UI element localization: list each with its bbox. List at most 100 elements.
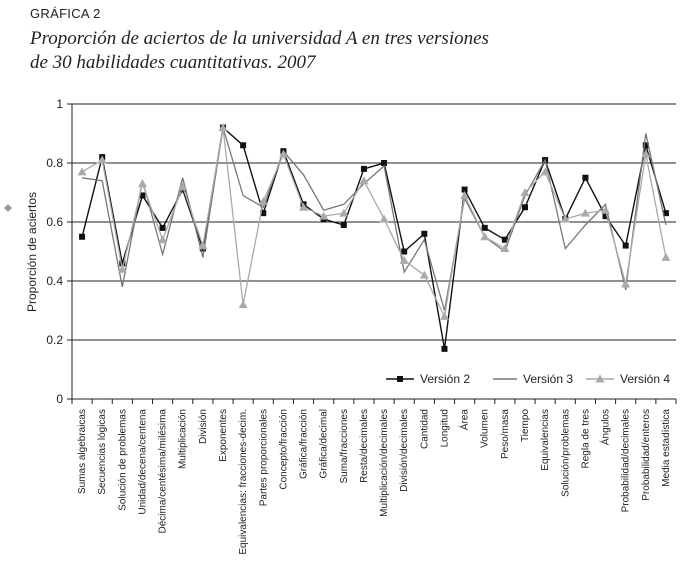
category-label: Gráfica/fracción xyxy=(299,409,310,479)
data-point xyxy=(621,279,631,288)
category-label: Equivalencias: fracciones-decim. xyxy=(238,409,249,555)
data-point xyxy=(119,260,126,267)
data-point xyxy=(278,149,288,158)
data-point xyxy=(360,165,367,172)
data-point xyxy=(419,270,429,279)
data-point xyxy=(460,190,470,199)
data-point xyxy=(340,221,347,228)
category-label: División/decimales xyxy=(399,409,410,492)
data-point xyxy=(359,176,369,185)
axes: 0 0.2 0.4 0.6 0.8 1 xyxy=(46,97,677,406)
legend-square-marker xyxy=(397,376,403,382)
data-point xyxy=(198,241,208,250)
category-label: Ángulos xyxy=(599,409,612,445)
data-point xyxy=(240,142,247,149)
data-point xyxy=(117,264,127,273)
series-line xyxy=(81,127,667,319)
category-label: División xyxy=(198,409,209,444)
category-label: Probabilidad/decimales xyxy=(621,409,632,512)
chart-title-line-2: de 30 habilidades cuantitativas. 2007 xyxy=(30,52,316,73)
category-label: Exponentes xyxy=(218,409,229,462)
data-point xyxy=(379,214,389,223)
series-group xyxy=(77,123,671,352)
data-point xyxy=(641,149,651,158)
data-point xyxy=(520,188,530,196)
data-point xyxy=(421,230,428,237)
y-tick-label: 0 xyxy=(56,392,63,406)
category-label: Cantidad xyxy=(419,409,430,449)
diamond-marker-icon xyxy=(4,204,12,212)
category-label: Secuencias lógicas xyxy=(97,409,108,495)
data-point xyxy=(661,252,671,261)
data-point xyxy=(540,167,550,176)
category-label: Tiempo xyxy=(520,409,531,442)
data-point xyxy=(662,210,669,217)
data-point xyxy=(178,182,188,191)
category-label: Suma/fracciones xyxy=(339,409,350,483)
y-tick-label: 0.6 xyxy=(46,215,63,229)
data-point xyxy=(381,160,388,166)
data-point xyxy=(401,248,408,255)
data-point xyxy=(501,236,508,243)
data-point xyxy=(139,192,146,199)
data-point xyxy=(582,174,589,181)
data-point xyxy=(158,235,168,244)
data-point xyxy=(260,210,267,217)
data-point xyxy=(79,233,86,240)
series-line xyxy=(81,126,667,350)
legend-label: Versión 3 xyxy=(523,372,573,386)
data-point xyxy=(500,244,510,253)
data-point xyxy=(399,255,409,264)
category-label: Multiplicación/decimales xyxy=(379,409,390,517)
y-tick-label: 0.4 xyxy=(46,274,63,288)
series-line xyxy=(82,127,667,311)
series-3 xyxy=(77,123,671,320)
y-tick-label: 0.2 xyxy=(46,333,63,347)
category-label: Solución/problemas xyxy=(560,409,571,497)
category-label: Décima/centésima/milésima xyxy=(158,409,169,534)
data-point xyxy=(642,142,649,149)
legend-label: Versión 4 xyxy=(620,372,670,386)
data-point xyxy=(299,202,309,211)
data-point xyxy=(97,155,107,164)
category-label: Equivalencias xyxy=(540,409,551,471)
category-label: Regla de tres xyxy=(580,409,591,468)
data-point xyxy=(560,214,570,223)
series-2 xyxy=(82,127,667,311)
data-point xyxy=(480,232,490,241)
legend-item: Versión 2 xyxy=(386,372,470,386)
data-point xyxy=(481,224,488,231)
data-point xyxy=(522,204,528,211)
data-point xyxy=(258,196,268,205)
chart-title: Proporción de aciertos de la universidad… xyxy=(30,27,670,75)
category-label: Longitud xyxy=(439,409,450,447)
y-tick-label: 0.8 xyxy=(46,156,63,170)
category-label: Partes proporcionales xyxy=(258,409,269,506)
legend-triangle-marker xyxy=(595,374,605,383)
data-point xyxy=(339,208,349,217)
category-label: Unidad/decena/centena xyxy=(137,409,148,515)
grid-lines xyxy=(72,103,676,341)
data-point xyxy=(441,345,448,352)
category-label: Volumen xyxy=(480,409,491,448)
chart-kicker: GRÁFICA 2 xyxy=(30,6,101,21)
series-1 xyxy=(79,124,669,352)
legend-item: Versión 3 xyxy=(493,372,573,386)
category-label: Gráfica/decimal xyxy=(319,409,330,478)
y-axis-label: Proporción de aciertos xyxy=(25,192,39,312)
data-point xyxy=(319,211,329,220)
data-point xyxy=(159,224,166,231)
data-point xyxy=(580,208,590,217)
data-point xyxy=(602,213,609,220)
legend-label: Versión 2 xyxy=(420,372,470,386)
data-point xyxy=(439,311,449,320)
data-point xyxy=(137,179,147,188)
data-point xyxy=(238,300,248,309)
category-label: Resta/decimales xyxy=(359,409,370,483)
category-label: Área xyxy=(458,409,471,431)
y-tick-label: 1 xyxy=(56,97,63,111)
category-label: Concepto/fracción xyxy=(278,409,289,490)
category-label: Solución de problemas xyxy=(117,409,128,511)
legend-item: Versión 4 xyxy=(586,372,670,386)
